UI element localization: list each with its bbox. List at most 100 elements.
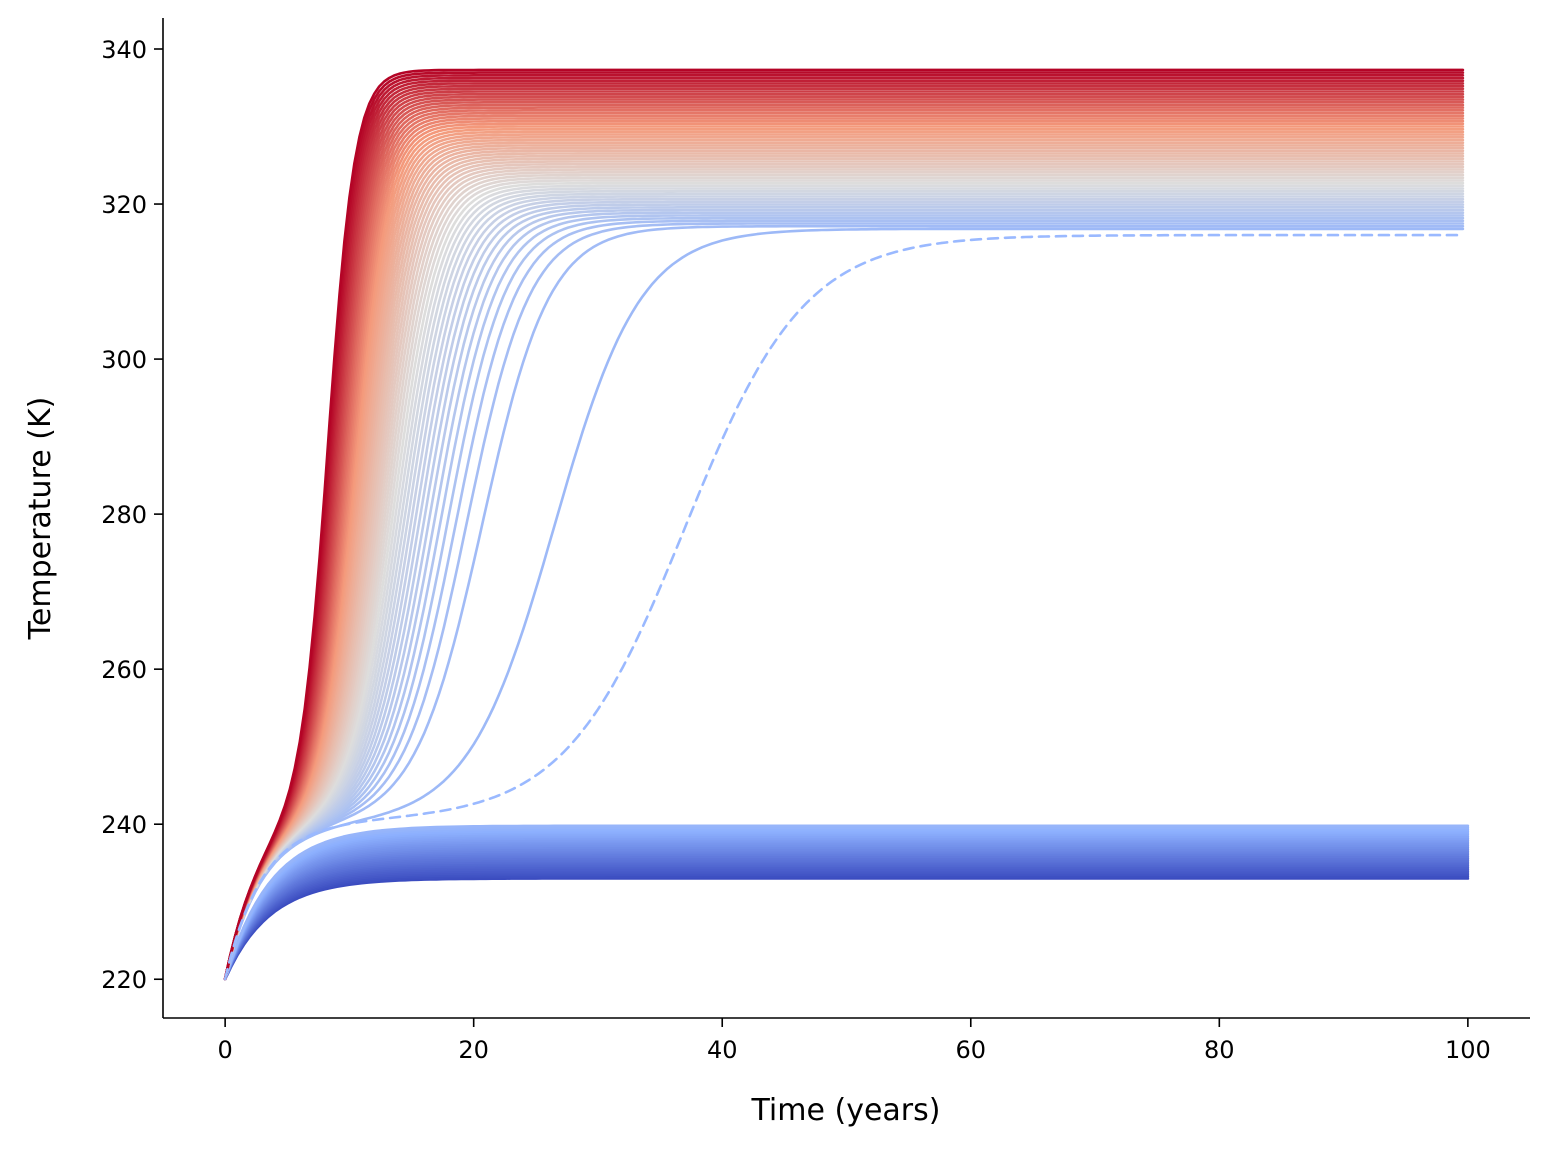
cold-series-line [223, 851, 1470, 981]
warm-series-line [223, 130, 1465, 981]
warm-series-line [223, 173, 1465, 981]
warm-series-line [223, 208, 1465, 981]
series-group [223, 68, 1470, 981]
y-axis-label: Temperature (K) [23, 397, 58, 641]
warm-series-line [223, 71, 1465, 981]
warm-series-line [223, 192, 1465, 981]
warm-series-line [223, 74, 1465, 981]
cold-series-line [223, 849, 1470, 981]
y-tick-label: 220 [101, 966, 147, 994]
warm-series-line [223, 200, 1465, 981]
axes: 0 20 40 60 80 100 220 240 260 280 300 320 340 [101, 18, 1530, 1064]
warm-series-line [223, 184, 1465, 981]
y-tick-label: 260 [101, 656, 147, 684]
warm-series-line [223, 114, 1465, 981]
warm-series-line [223, 206, 1465, 981]
cold-series-line [223, 848, 1470, 981]
critical-dashed-line [223, 233, 1465, 981]
warm-series-line [223, 168, 1465, 981]
warm-series-line [223, 146, 1465, 981]
warm-series-line [223, 149, 1465, 981]
warm-series-line [223, 109, 1465, 981]
x-ticks: 0 20 40 60 80 100 [217, 1018, 1491, 1064]
warm-series-line [223, 162, 1465, 981]
x-tick-label: 100 [1445, 1036, 1491, 1064]
warm-series-line [223, 138, 1465, 981]
x-tick-label: 80 [1204, 1036, 1235, 1064]
x-tick-label: 60 [955, 1036, 986, 1064]
warm-series-line [223, 117, 1465, 981]
cold-series-line [223, 846, 1470, 981]
cold-series-line [223, 868, 1470, 981]
warm-series-line [223, 197, 1465, 981]
warm-series-line [223, 95, 1465, 981]
cold-series-line [223, 840, 1470, 981]
x-tick-label: 0 [217, 1036, 232, 1064]
warm-series-line [223, 111, 1465, 981]
warm-series-line [223, 84, 1465, 981]
warm-series-line [223, 68, 1465, 981]
warm-series-line [223, 222, 1465, 981]
warm-series-line [223, 106, 1465, 981]
warm-series-line [223, 82, 1465, 981]
cold-series-line [223, 864, 1470, 981]
cold-series-line [223, 857, 1470, 981]
x-axis-label: Time (years) [751, 1093, 941, 1128]
warm-series-line [223, 219, 1465, 981]
warm-series-line [223, 189, 1465, 981]
cold-series-line [223, 829, 1470, 981]
cold-series-line [223, 862, 1470, 981]
y-tick-label: 240 [101, 811, 147, 839]
y-tick-label: 280 [101, 501, 147, 529]
cold-series-line [223, 859, 1470, 981]
y-ticks: 220 240 260 280 300 320 340 [101, 36, 163, 994]
warm-series-line [223, 176, 1465, 981]
warm-series-line [223, 119, 1465, 981]
cold-series-line [223, 839, 1470, 981]
warm-series-line [223, 87, 1465, 981]
warm-series-line [223, 187, 1465, 981]
cold-series-line [223, 855, 1470, 981]
warm-series-line [223, 79, 1465, 981]
warm-series-line [223, 214, 1465, 981]
warm-series-line [223, 90, 1465, 981]
warm-series-line [223, 195, 1465, 981]
cold-series-line [223, 871, 1470, 981]
warm-series-line [223, 181, 1465, 981]
warm-series-line [223, 179, 1465, 981]
cold-series-line [223, 869, 1470, 981]
cold-series-line [223, 824, 1470, 981]
y-tick-label: 320 [101, 191, 147, 219]
cold-series-line [223, 837, 1470, 981]
cold-series-line [223, 831, 1470, 981]
warm-series-line [223, 157, 1465, 981]
warm-series-line [223, 133, 1465, 981]
warm-series-line [223, 92, 1465, 981]
y-tick-label: 340 [101, 36, 147, 64]
warm-series-line [223, 152, 1465, 981]
x-tick-label: 20 [458, 1036, 489, 1064]
cold-series-line [223, 833, 1470, 981]
warm-series-line [223, 125, 1465, 981]
y-tick-label: 300 [101, 346, 147, 374]
x-tick-label: 40 [707, 1036, 738, 1064]
warm-series-line [223, 144, 1465, 981]
warm-series-line [223, 103, 1465, 981]
warm-series-line [223, 76, 1465, 981]
cold-series-line [223, 828, 1470, 981]
warm-series-line [223, 171, 1465, 981]
warm-series-line [223, 227, 1465, 981]
warm-series-line [223, 224, 1465, 981]
warm-series-line [223, 122, 1465, 981]
cold-series-line [223, 835, 1470, 981]
warm-series-line [223, 98, 1465, 981]
cold-series-line [223, 875, 1470, 981]
cold-series-line [223, 842, 1470, 981]
cold-series-line [223, 853, 1470, 981]
warm-series-line [223, 211, 1465, 981]
warm-series-line [223, 101, 1465, 981]
warm-series-line [223, 127, 1465, 981]
warm-series-line [223, 141, 1465, 981]
cold-series-line [223, 877, 1470, 981]
